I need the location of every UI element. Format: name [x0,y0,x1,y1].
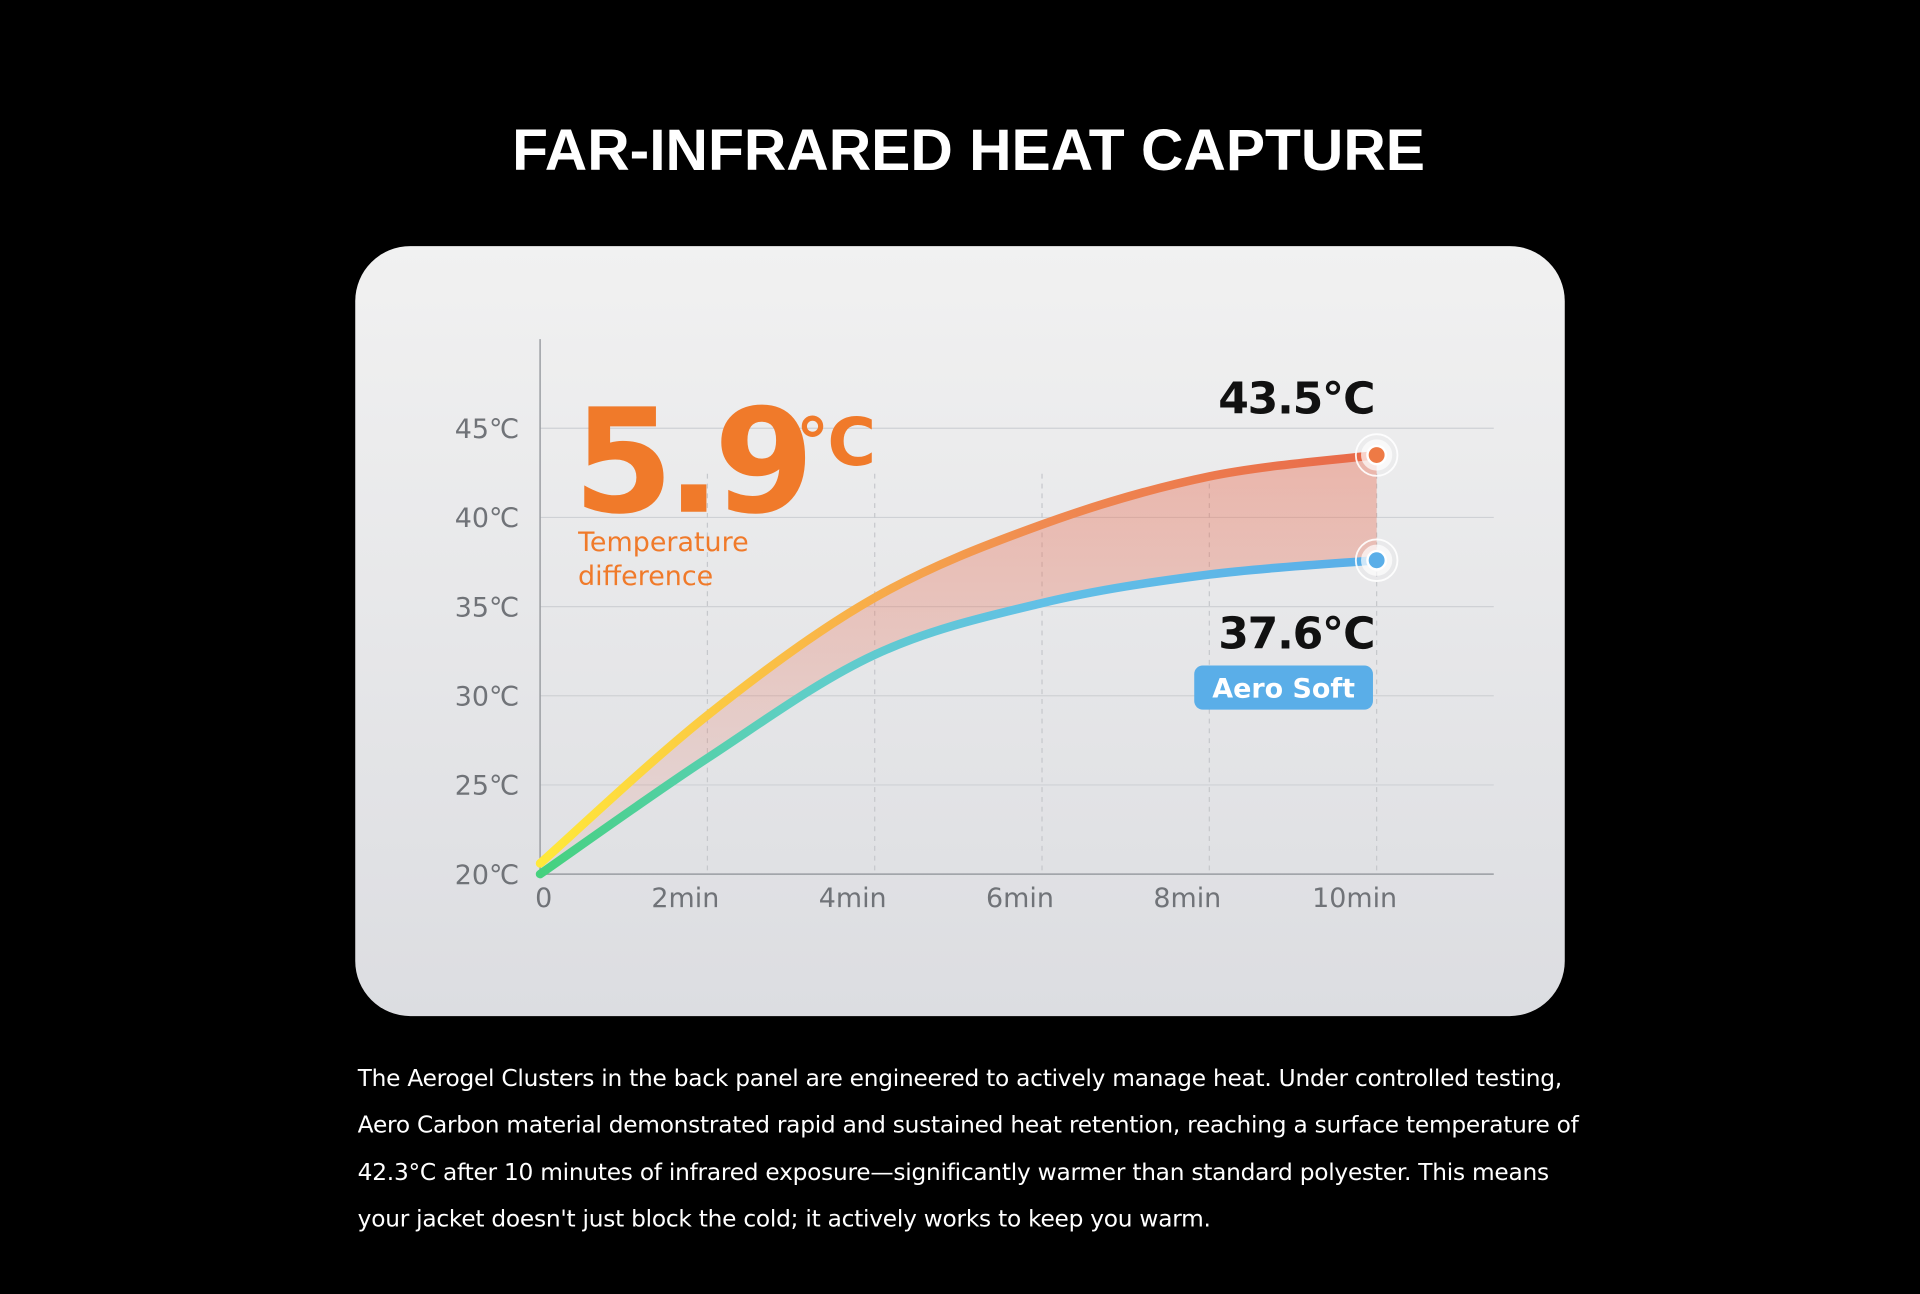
description-box: The Aerogel Clusters in the back panel a… [357,1065,1579,1233]
x-tick-label: 10min [1312,883,1397,914]
y-tick-label: 35℃ [455,592,520,623]
page-title: FAR-INFRARED HEAT CAPTURE [512,118,1425,183]
difference-unit: ℃ [796,404,876,481]
x-tick-label: 2min [651,883,719,914]
y-tick-label: 30℃ [455,682,520,713]
x-tick-label: 4min [819,883,887,914]
x-tick-label: 6min [986,883,1054,914]
chart-card [355,246,1565,1017]
value-label: 37.6℃ [1218,608,1374,659]
x-tick-label: 0 [535,883,552,914]
difference-area [540,455,1377,875]
difference-caption: Temperature difference [578,527,749,593]
point [1366,549,1388,571]
point [1366,444,1388,466]
series-line [535,450,1381,868]
difference-value: 5.9 [573,379,807,547]
y-tick-label: 25℃ [455,771,520,802]
point-ring [1354,538,1399,582]
legend-badge [1194,665,1373,710]
y-tick-label: 40℃ [455,503,520,534]
description: The Aerogel Clusters in the back panel a… [357,1065,1579,1233]
value-label: 43.5℃ [1218,373,1374,424]
y-tick-label: 20℃ [455,860,520,891]
series-line [535,555,1381,879]
plot: 20℃ 25℃ 30℃ 35℃ 40℃ 45℃ 0 2min 4min 6min 8min 10min… [455,339,1494,914]
x-tick-label: 8min [1153,883,1221,914]
y-tick-label: 45℃ [455,414,520,445]
point-ring [1354,433,1399,477]
legend-label: Aero Soft [1212,673,1355,704]
difference-caption-box: Temperature difference [578,527,749,593]
